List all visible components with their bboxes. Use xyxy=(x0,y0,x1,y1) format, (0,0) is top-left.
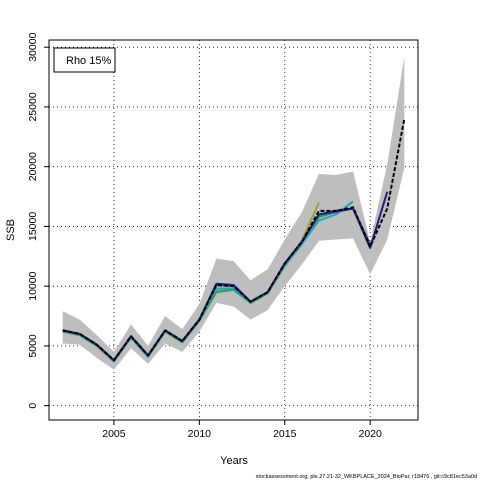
confidence-band xyxy=(62,56,405,370)
plot-frame xyxy=(48,39,419,421)
legend-label: Rho 15% xyxy=(66,55,111,67)
y-tick-label: 5000 xyxy=(27,334,39,358)
x-axis-label: Years xyxy=(220,455,248,467)
y-axis-label: SSB xyxy=(5,219,17,241)
y-tick-label: 20000 xyxy=(27,152,39,181)
x-tick-label: 2020 xyxy=(358,428,382,440)
legend-box xyxy=(53,47,116,73)
x-axis: 2005 2010 2015 2020 xyxy=(102,420,382,440)
footer-note: stockassessment.org, ple.27.21-32_WKBPLA… xyxy=(256,474,477,480)
confidence-band-area xyxy=(62,56,405,370)
y-tick-label: 15000 xyxy=(27,212,39,241)
x-tick-label: 2015 xyxy=(273,428,297,440)
y-tick-label: 25000 xyxy=(27,92,39,121)
series-line-0 xyxy=(62,118,406,362)
y-axis: 0 5000 10000 15000 20000 25000 30000 xyxy=(27,32,49,409)
y-tick-label: 0 xyxy=(27,403,39,409)
y-tick-label: 10000 xyxy=(27,271,39,300)
series-lines xyxy=(62,118,406,363)
legend: Rho 15% xyxy=(53,47,116,73)
x-tick-label: 2010 xyxy=(188,428,212,440)
y-tick-label: 30000 xyxy=(27,32,39,61)
x-tick-label: 2005 xyxy=(102,428,126,440)
